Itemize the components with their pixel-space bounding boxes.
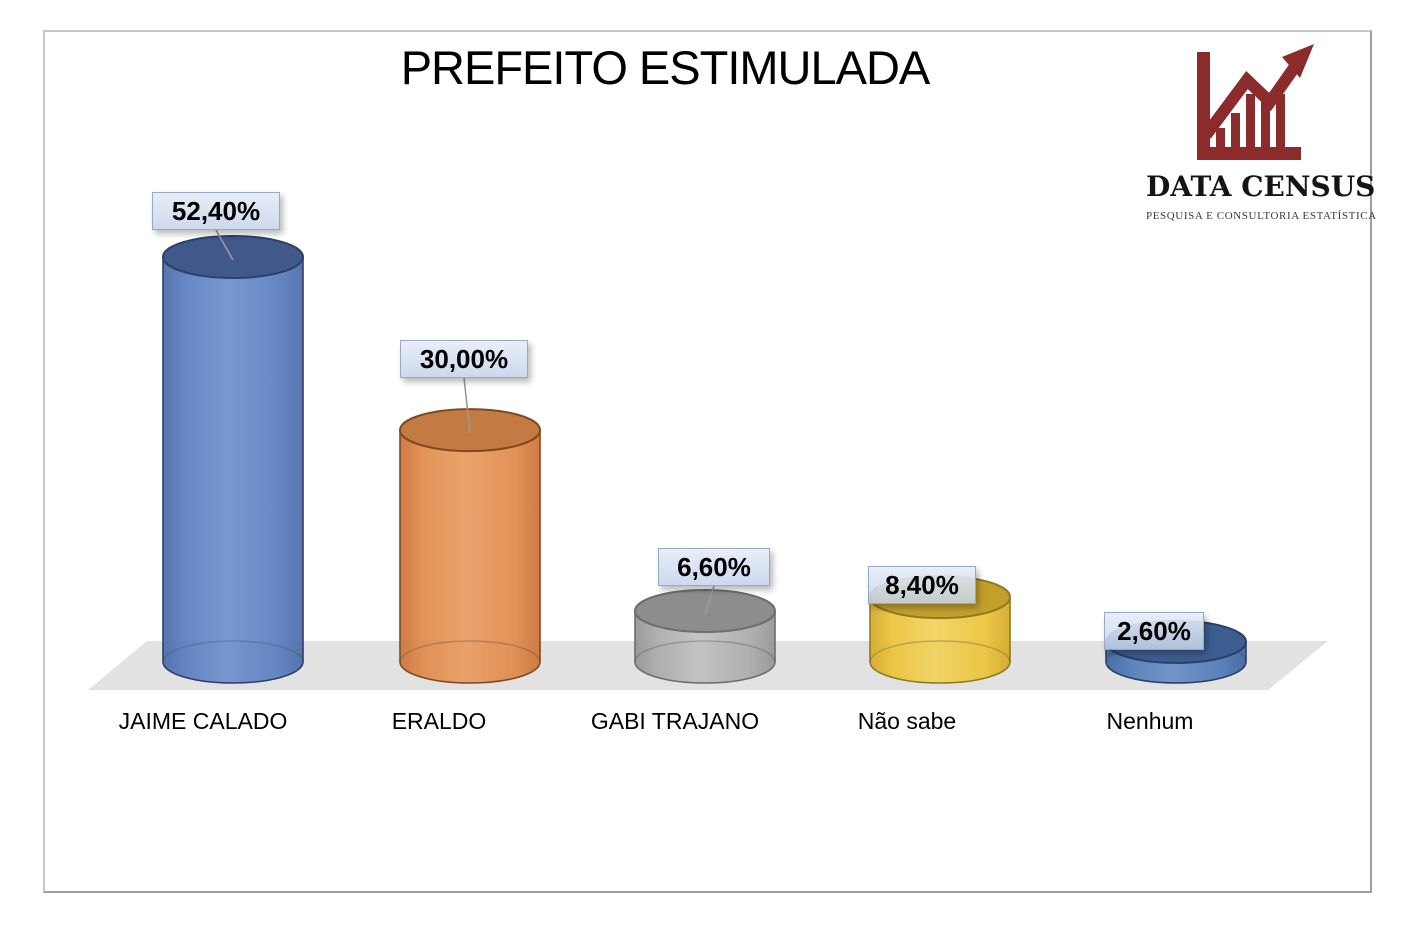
cylinder-body: [162, 256, 304, 684]
value-label-2: 30,00%: [400, 340, 528, 378]
logo-subtitle: PESQUISA E CONSULTORIA ESTATÍSTICA: [1146, 210, 1377, 222]
leader-line: [704, 585, 715, 615]
logo: DATA CENSUS PESQUISA E CONSULTORIA ESTAT…: [1146, 42, 1377, 222]
cylinder-top: [162, 234, 304, 279]
category-label-4: Não sabe: [857, 708, 957, 734]
cylinder-back-rim: [634, 640, 776, 663]
category-label-2: ERALDO: [391, 708, 487, 734]
value-label-3: 6,60%: [658, 548, 770, 586]
logo-name: DATA CENSUS: [1146, 170, 1376, 203]
cylinder-bar-2: [399, 408, 541, 684]
bar-chart-trend-arrow-icon: [1197, 44, 1314, 160]
category-label-1: JAIME CALADO: [118, 708, 288, 734]
category-label-5: Nenhum: [1106, 708, 1194, 734]
cylinder-back-rim: [399, 640, 541, 663]
chart-title: PREFEITO ESTIMULADA: [400, 41, 931, 94]
cylinder-bar-3: [634, 588, 776, 684]
cylinder-top: [634, 588, 776, 633]
value-label-4: 8,40%: [868, 566, 976, 604]
cylinder-back-rim: [162, 640, 304, 663]
value-label-1: 52,40%: [152, 192, 280, 230]
leader-line: [215, 229, 234, 261]
value-label-5: 2,60%: [1104, 612, 1204, 650]
cylinder-back-rim: [869, 640, 1011, 663]
leader-line: [463, 377, 471, 434]
cylinder-body: [399, 430, 541, 684]
cylinder-bar-1: [162, 234, 304, 684]
category-label-3: GABI TRAJANO: [590, 708, 760, 734]
